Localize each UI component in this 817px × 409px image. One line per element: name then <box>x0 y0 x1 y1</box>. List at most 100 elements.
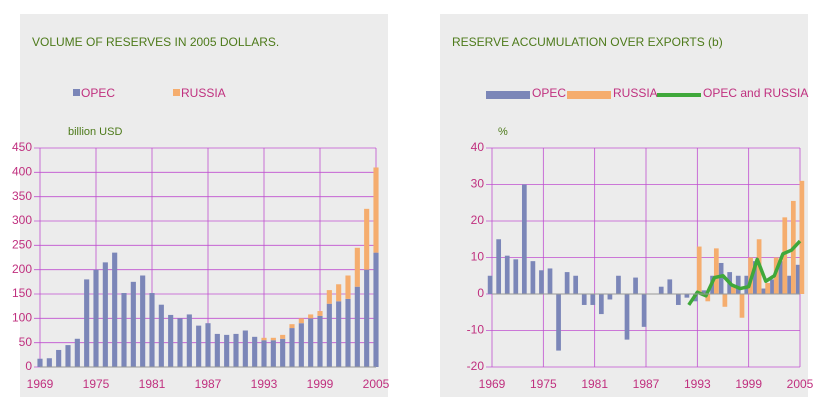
bar <box>513 259 519 294</box>
bar <box>504 255 510 294</box>
bar <box>373 167 379 253</box>
bar <box>778 261 784 294</box>
bar <box>713 248 719 294</box>
bar <box>782 217 788 294</box>
bar <box>158 304 164 367</box>
bar <box>364 269 370 367</box>
bar <box>354 247 360 287</box>
bar <box>224 334 230 367</box>
bar <box>261 340 267 367</box>
bar <box>675 294 681 305</box>
y-tick-label: 200 <box>12 262 32 276</box>
bar <box>530 261 536 294</box>
legend-label: OPEC <box>532 86 566 100</box>
y-tick-label: -20 <box>467 359 485 373</box>
bar <box>521 184 527 294</box>
panel <box>20 14 388 397</box>
bar <box>74 338 80 367</box>
bar <box>298 318 304 324</box>
bar <box>718 262 724 294</box>
y-tick-label: 400 <box>12 165 32 179</box>
bar <box>93 269 99 367</box>
x-tick-label: 1975 <box>530 377 557 391</box>
bar <box>308 314 314 319</box>
bar <box>373 252 379 367</box>
bar <box>270 340 276 367</box>
y-tick-label: 20 <box>471 213 485 227</box>
bar <box>102 262 108 367</box>
y-tick-label: 0 <box>25 359 32 373</box>
bar <box>298 323 304 367</box>
bar <box>696 246 702 294</box>
chart-title: VOLUME OF RESERVES IN 2005 DOLLARS. <box>32 35 279 49</box>
bar <box>186 314 192 367</box>
y-tick-label: -10 <box>467 323 485 337</box>
bar <box>289 328 295 367</box>
bar <box>46 358 52 367</box>
x-tick-label: 1993 <box>684 377 711 391</box>
bar <box>765 283 771 294</box>
y-tick-label: 450 <box>12 140 32 154</box>
bar <box>84 279 90 367</box>
x-tick-label: 1999 <box>735 377 762 391</box>
line <box>687 239 802 306</box>
bar <box>308 318 314 367</box>
legend-swatch <box>73 89 80 96</box>
bar <box>326 290 332 304</box>
bar <box>140 275 146 367</box>
bar <box>735 275 741 294</box>
bar <box>354 286 360 367</box>
bar <box>770 279 775 294</box>
bar <box>280 338 286 367</box>
bar <box>658 286 664 294</box>
legend-swatch <box>567 91 611 99</box>
y-axis-label: % <box>498 126 508 138</box>
bar <box>705 294 711 302</box>
y-tick-label: 300 <box>12 213 32 227</box>
bar <box>289 324 295 329</box>
bar <box>280 334 286 339</box>
bar <box>581 294 587 305</box>
bar <box>573 275 579 294</box>
bar <box>487 275 493 294</box>
bar <box>773 257 779 294</box>
bar <box>112 252 118 367</box>
bar <box>196 325 202 367</box>
bar <box>233 333 239 367</box>
bar <box>37 358 43 367</box>
bar <box>177 318 183 367</box>
bar <box>270 337 276 341</box>
bar <box>752 261 758 294</box>
bar <box>496 239 502 294</box>
legend-label: OPEC and RUSSIA <box>703 86 808 100</box>
bar <box>214 333 220 367</box>
y-tick-label: 40 <box>471 140 485 154</box>
bar <box>252 336 258 367</box>
bar <box>556 294 561 351</box>
bar <box>317 311 323 316</box>
bar <box>345 275 351 299</box>
legend-label: RUSSIA <box>181 86 226 100</box>
bar <box>317 315 323 367</box>
y-tick-label: 350 <box>12 189 32 203</box>
bar <box>149 293 155 367</box>
y-axis-label: billion USD <box>68 126 122 138</box>
x-tick-label: 1975 <box>83 377 110 391</box>
x-tick-label: 1993 <box>251 377 278 391</box>
bar <box>539 270 544 294</box>
chart-title: RESERVE ACCUMULATION OVER EXPORTS (b) <box>452 35 723 49</box>
bar <box>261 337 267 341</box>
bar <box>336 301 342 367</box>
bar <box>624 294 630 340</box>
legend-swatch <box>486 91 530 99</box>
legend-swatch <box>173 89 180 96</box>
x-tick-label: 2005 <box>363 377 390 391</box>
x-tick-label: 1969 <box>479 377 506 391</box>
bar <box>65 345 71 367</box>
bar <box>168 314 174 367</box>
x-tick-label: 1987 <box>633 377 660 391</box>
y-tick-label: 0 <box>477 286 484 300</box>
y-tick-label: 50 <box>19 335 33 349</box>
bar <box>633 277 638 294</box>
